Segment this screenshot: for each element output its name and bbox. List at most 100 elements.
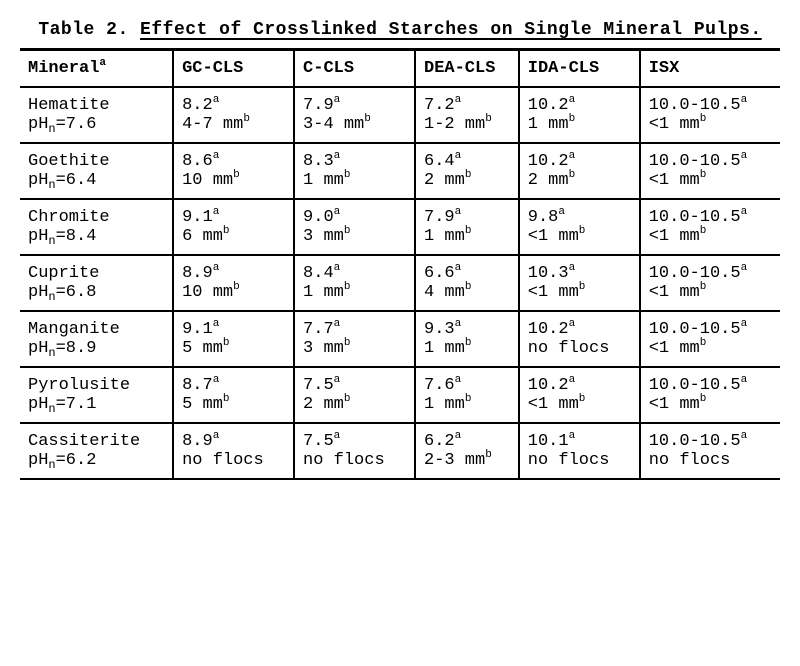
cell-value-2: no flocs (528, 339, 629, 358)
mineral-cell: PyrolusitepHn=7.1 (20, 367, 173, 423)
cell-value-2: 1 mmb (303, 171, 404, 190)
cell-value-1: 10.0-10.5a (649, 376, 770, 395)
cell-value-1: 10.2a (528, 96, 629, 115)
cell-value-2: 3-4 mmb (303, 115, 404, 134)
cell-value-1: 6.2a (424, 432, 508, 451)
cell-value-2: <1 mmb (649, 227, 770, 246)
cell-value-2: 1 mmb (424, 227, 508, 246)
cell-value-1: 8.4a (303, 264, 404, 283)
mineral-cell: GoethitepHn=6.4 (20, 143, 173, 199)
data-cell: 7.7a3 mmb (294, 311, 415, 367)
cell-value-1: 9.1a (182, 208, 283, 227)
cell-value-1: 9.0a (303, 208, 404, 227)
data-table: Minerala GC-CLS C-CLS DEA-CLS IDA-CLS IS… (20, 48, 780, 480)
data-cell: 7.2a1-2 mmb (415, 87, 519, 143)
mineral-ph: pHn=7.6 (28, 115, 162, 134)
table-row: PyrolusitepHn=7.18.7a5 mmb7.5a2 mmb7.6a1… (20, 367, 780, 423)
data-cell: 10.1ano flocs (519, 423, 640, 479)
cell-value-2: 3 mmb (303, 339, 404, 358)
mineral-cell: ChromitepHn=8.4 (20, 199, 173, 255)
cell-value-2: no flocs (528, 451, 629, 470)
table-row: HematitepHn=7.68.2a4-7 mmb7.9a3-4 mmb7.2… (20, 87, 780, 143)
data-cell: 10.0-10.5a<1 mmb (640, 255, 780, 311)
mineral-name: Chromite (28, 208, 162, 227)
cell-value-2: no flocs (303, 451, 404, 470)
data-cell: 8.3a1 mmb (294, 143, 415, 199)
cell-value-1: 10.0-10.5a (649, 152, 770, 171)
cell-value-2: 4 mmb (424, 283, 508, 302)
data-cell: 6.4a2 mmb (415, 143, 519, 199)
table-row: ChromitepHn=8.49.1a6 mmb9.0a3 mmb7.9a1 m… (20, 199, 780, 255)
col-header-ida-cls: IDA-CLS (519, 50, 640, 88)
table-row: GoethitepHn=6.48.6a10 mmb8.3a1 mmb6.4a2 … (20, 143, 780, 199)
table-wrap: Table 2. Effect of Crosslinked Starches … (20, 20, 780, 480)
data-cell: 10.2a 2 mmb (519, 143, 640, 199)
col-header-gc-cls: GC-CLS (173, 50, 294, 88)
mineral-name: Cassiterite (28, 432, 162, 451)
data-cell: 10.0-10.5a<1 mmb (640, 311, 780, 367)
cell-value-2: 3 mmb (303, 227, 404, 246)
cell-value-2: <1 mmb (649, 283, 770, 302)
table-title: Table 2. Effect of Crosslinked Starches … (20, 20, 780, 40)
cell-value-2: 2-3 mmb (424, 451, 508, 470)
cell-value-2: no flocs (649, 451, 770, 470)
data-cell: 8.7a5 mmb (173, 367, 294, 423)
mineral-name: Goethite (28, 152, 162, 171)
col-header-isx: ISX (640, 50, 780, 88)
cell-value-1: 10.0-10.5a (649, 96, 770, 115)
data-cell: 10.2a 1 mmb (519, 87, 640, 143)
mineral-name: Hematite (28, 96, 162, 115)
cell-value-2: <1 mmb (528, 227, 629, 246)
mineral-name: Pyrolusite (28, 376, 162, 395)
cell-value-1: 10.0-10.5a (649, 320, 770, 339)
data-cell: 8.9a10 mmb (173, 255, 294, 311)
cell-value-1: 8.2a (182, 96, 283, 115)
mineral-name: Cuprite (28, 264, 162, 283)
data-cell: 10.0-10.5a<1 mmb (640, 87, 780, 143)
header-row: Minerala GC-CLS C-CLS DEA-CLS IDA-CLS IS… (20, 50, 780, 88)
data-cell: 10.0-10.5a<1 mmb (640, 367, 780, 423)
mineral-ph: pHn=8.9 (28, 339, 162, 358)
cell-value-1: 7.2a (424, 96, 508, 115)
title-underlined: Effect of Crosslinked Starches on Single… (140, 20, 762, 40)
cell-value-1: 7.7a (303, 320, 404, 339)
table-row: ManganitepHn=8.99.1a5 mmb7.7a3 mmb9.3a1 … (20, 311, 780, 367)
cell-value-2: 1 mmb (424, 395, 508, 414)
table-row: CupritepHn=6.88.9a10 mmb8.4a1 mmb6.6a4 m… (20, 255, 780, 311)
cell-value-2: 2 mmb (303, 395, 404, 414)
cell-value-2: <1 mmb (649, 395, 770, 414)
cell-value-2: <1 mmb (649, 171, 770, 190)
cell-value-2: <1 mmb (528, 283, 629, 302)
data-cell: 9.0a3 mmb (294, 199, 415, 255)
data-cell: 9.3a1 mmb (415, 311, 519, 367)
data-cell: 9.1a6 mmb (173, 199, 294, 255)
data-cell: 7.5ano flocs (294, 423, 415, 479)
cell-value-1: 8.3a (303, 152, 404, 171)
cell-value-2: 1 mmb (424, 339, 508, 358)
mineral-cell: CassiteritepHn=6.2 (20, 423, 173, 479)
cell-value-2: 6 mmb (182, 227, 283, 246)
cell-value-2: <1 mmb (649, 115, 770, 134)
data-cell: 6.2a2-3 mmb (415, 423, 519, 479)
data-cell: 9.8a<1 mmb (519, 199, 640, 255)
cell-value-1: 10.0-10.5a (649, 432, 770, 451)
cell-value-2: 1 mmb (303, 283, 404, 302)
mineral-ph: pHn=6.2 (28, 451, 162, 470)
cell-value-2: <1 mmb (528, 395, 629, 414)
cell-value-2: 5 mmb (182, 339, 283, 358)
data-cell: 8.6a10 mmb (173, 143, 294, 199)
cell-value-1: 7.5a (303, 432, 404, 451)
table-body: HematitepHn=7.68.2a4-7 mmb7.9a3-4 mmb7.2… (20, 87, 780, 479)
mineral-ph: pHn=7.1 (28, 395, 162, 414)
cell-value-1: 10.1a (528, 432, 629, 451)
cell-value-2: 4-7 mmb (182, 115, 283, 134)
cell-value-1: 10.0-10.5a (649, 264, 770, 283)
mineral-name: Manganite (28, 320, 162, 339)
cell-value-2: 1 mmb (528, 115, 629, 134)
col-header-mineral: Minerala (20, 50, 173, 88)
data-cell: 10.0-10.5a<1 mmb (640, 199, 780, 255)
cell-value-2: no flocs (182, 451, 283, 470)
col-header-c-cls: C-CLS (294, 50, 415, 88)
data-cell: 10.2ano flocs (519, 311, 640, 367)
data-cell: 10.2a<1 mmb (519, 367, 640, 423)
